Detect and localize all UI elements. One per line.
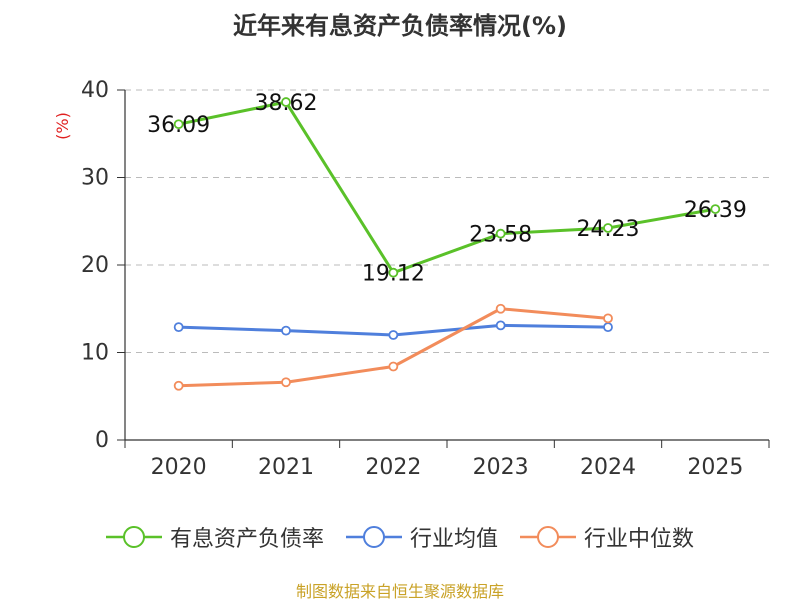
data-point [603, 313, 613, 324]
chart-title: 近年来有息资产负债率情况(%) [233, 12, 567, 40]
x-tick-label: 2024 [580, 455, 636, 480]
x-tick-label: 2025 [687, 455, 743, 480]
series-line [178, 100, 716, 275]
data-point [388, 267, 399, 278]
x-tick-label: 2022 [365, 455, 421, 480]
data-labels: 36.09 38.62 19.12 23.58 24.23 26.39 [147, 91, 747, 287]
legend-label: 有息资产负债率 [169, 527, 324, 552]
data-point [388, 361, 399, 372]
source-note: 制图数据来自恒生聚源数据库 [295, 582, 504, 601]
data-point [495, 228, 506, 239]
series-layer [173, 97, 721, 391]
data-point [281, 377, 291, 388]
data-label: 24.23 [577, 217, 640, 242]
x-tick-label: 2021 [258, 455, 314, 480]
data-point [495, 320, 506, 331]
legend-item[interactable]: 行业均值 [345, 521, 498, 553]
data-label: 26.39 [684, 198, 747, 223]
data-point [173, 380, 184, 391]
y-tick-label: 40 [81, 78, 109, 103]
y-tick-label: 0 [95, 428, 109, 453]
data-point [603, 223, 613, 233]
series-line [178, 307, 609, 388]
data-point [603, 322, 613, 333]
legend-marker-icon [345, 526, 402, 548]
legend-item[interactable]: 行业中位数 [520, 521, 694, 553]
y-tick-label: 30 [81, 166, 109, 191]
legend-label: 行业中位数 [584, 527, 695, 552]
data-label: 38.62 [255, 91, 318, 116]
y-tick-label: 10 [81, 341, 109, 366]
data-point [173, 322, 184, 333]
data-point [388, 330, 399, 340]
legend-marker-icon [520, 526, 576, 548]
data-label: 23.58 [469, 223, 532, 248]
y-axis-label: (%) [53, 112, 72, 140]
x-tick-label: 2023 [473, 455, 529, 480]
legend: 有息资产负债率 行业均值 行业中位数 [0, 520, 800, 554]
data-point [173, 119, 184, 130]
x-tick-label: 2020 [151, 455, 207, 480]
y-tick-label: 20 [81, 253, 109, 278]
legend-marker-icon [105, 526, 162, 548]
data-point [281, 325, 291, 336]
data-label: 19.12 [362, 262, 425, 287]
data-point [710, 204, 721, 214]
legend-label: 行业均值 [409, 527, 498, 552]
legend-item[interactable]: 有息资产负债率 [105, 521, 324, 553]
axes: 0 10 20 30 40 2020 2021 2022 2023 2024 2025 (%) [53, 78, 770, 480]
gridlines [125, 89, 769, 353]
data-point [281, 97, 291, 107]
data-label: 36.09 [147, 113, 210, 138]
data-point [495, 303, 506, 314]
